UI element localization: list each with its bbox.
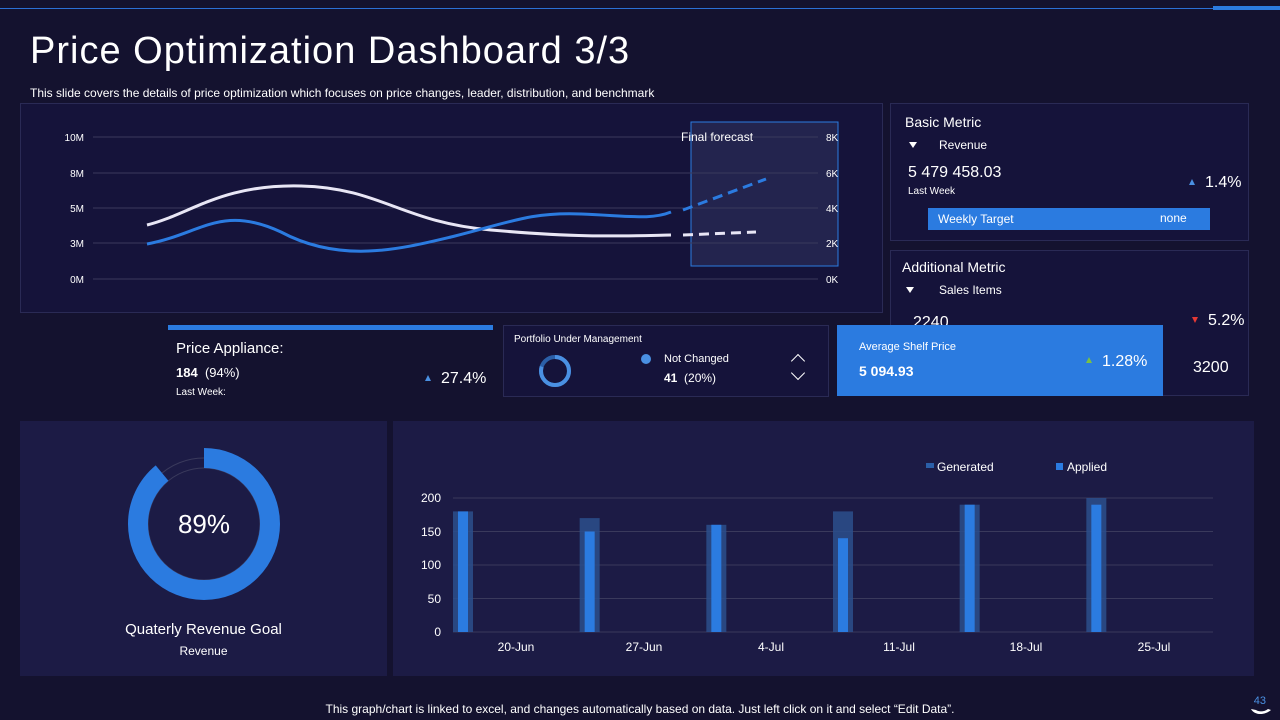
revenue-goal-donut[interactable]: 89% [120,443,290,613]
right-tick: 0K [826,275,839,286]
price-appliance-accent [168,325,493,330]
revenue-goal-subtitle: Revenue [179,644,228,658]
series-line-blue [146,210,672,253]
y-tick: 150 [421,525,441,539]
right-tick: 4K [826,204,839,215]
legend-generated-label: Generated [937,460,994,474]
x-tick: 4-Jul [758,640,784,654]
weekly-target-bar[interactable]: Weekly Target none [928,208,1210,230]
bar-applied-11-Jul [838,538,848,632]
weekly-target-label: Weekly Target [938,212,1014,226]
additional-metric-title: Additional Metric [902,259,1006,275]
basic-metric-value: 5 479 458.03 [908,164,1002,181]
bar-applied-25-Jul [1091,504,1102,632]
series-line-white-forecast [682,230,757,237]
right-tick: 2K [826,239,839,250]
average-shelf-price-card: Average Shelf Price 5 094.93 1.28% [837,325,1163,396]
additional-metric-target: 3200 [1193,359,1229,376]
right-tick: 6K [826,169,839,180]
top-rule [0,8,1280,9]
left-tick: 3M [70,239,84,250]
trend-up-icon [1189,179,1195,185]
x-tick: 11-Jul [883,640,915,654]
x-tick: 18-Jul [1010,640,1043,654]
shelf-price-change: 1.28% [1102,353,1148,370]
portfolio-count: 41 [664,371,678,385]
price-appliance-title: Price Appliance: [176,340,284,357]
trend-up-icon [1086,357,1092,363]
y-tick: 100 [421,558,441,572]
left-tick: 10M [65,133,84,144]
trend-down-icon [1192,317,1198,323]
price-appliance-pct: (94%) [204,365,240,380]
legend-dot-icon [641,354,651,364]
additional-metric-dropdown[interactable]: Sales Items [939,283,1002,297]
price-appliance-period: Last Week: [176,387,226,398]
forecast-region [690,121,839,267]
basic-metric-change: 1.4% [1205,174,1242,191]
top-rule-accent [1213,6,1280,10]
forecast-label: Final forecast [681,130,754,144]
page-subtitle: This slide covers the details of price o… [30,86,655,100]
weekly-target-value: none [1160,211,1187,225]
bar-chart-svg: Generated Applied 200 150 100 50 0 20-Ju… [421,460,1213,654]
portfolio-value: 41 (20%) [664,371,716,385]
price-appliance-count: 184 [176,365,198,380]
dropdown-caret-icon[interactable] [906,287,914,293]
left-gridlines [93,136,818,280]
legend-applied-label: Applied [1067,460,1107,474]
page-title: Price Optimization Dashboard 3/3 [30,30,631,72]
bar-applied-20-Jun [458,511,468,632]
y-tick: 50 [428,592,442,606]
x-tick: 20-Jun [498,640,535,654]
portfolio-card: Portfolio Under Management Not Changed 4… [503,325,829,397]
bar-applied-18-Jul [964,504,975,632]
left-tick: 5M [70,204,84,215]
shelf-price-label: Average Shelf Price [859,341,957,353]
forecast-line-chart-svg: 10M 8M 5M 3M 0M 8K 6K 4K 2K 0K Final for… [65,121,839,286]
y-tick: 200 [421,491,441,505]
donut-arc [128,448,280,600]
series-line-blue-forecast [682,177,767,212]
legend-applied-swatch [1056,463,1063,470]
donut-center-label: 89% [178,509,230,539]
additional-metric-change: 5.2% [1208,312,1245,329]
forecast-line-chart[interactable]: 10M 8M 5M 3M 0M 8K 6K 4K 2K 0K Final for… [20,103,883,313]
right-tick: 8K [826,133,839,144]
legend-generated-swatch [926,463,934,468]
portfolio-title: Portfolio Under Management [514,334,642,345]
x-tick: 25-Jul [1138,640,1171,654]
y-tick: 0 [434,625,441,639]
basic-metric-title: Basic Metric [905,114,982,130]
hand-logo-icon [1251,709,1271,715]
revenue-goal-title: Quaterly Revenue Goal [125,621,282,638]
portfolio-pct: (20%) [684,371,717,385]
left-tick: 0M [70,275,84,286]
dropdown-caret-icon[interactable] [909,142,917,148]
footer-note: This graph/chart is linked to excel, and… [325,702,955,716]
generated-applied-bar-chart[interactable]: Generated Applied 200 150 100 50 0 20-Ju… [393,421,1254,676]
shelf-price-value: 5 094.93 [859,363,914,379]
series-line-white [146,184,672,238]
basic-metric-period: Last Week [908,186,956,197]
basic-metric-dropdown[interactable]: Revenue [939,138,988,152]
bar-applied-4-Jul [711,524,722,632]
x-tick: 27-Jun [626,640,663,654]
price-appliance-value: 184 (94%) [176,365,240,380]
revenue-goal-card: 89% Quaterly Revenue Goal Revenue [20,421,387,676]
chevron-down-icon[interactable] [790,365,806,381]
trend-up-icon [425,375,431,381]
portfolio-legend-label: Not Changed [664,353,729,365]
bar-marks [453,498,1107,632]
left-tick: 8M [70,169,84,180]
portfolio-ring-icon [539,355,571,387]
page-number: 43 [1253,695,1266,707]
price-appliance-change: 27.4% [441,370,487,387]
bar-applied-27-Jun [584,531,595,632]
